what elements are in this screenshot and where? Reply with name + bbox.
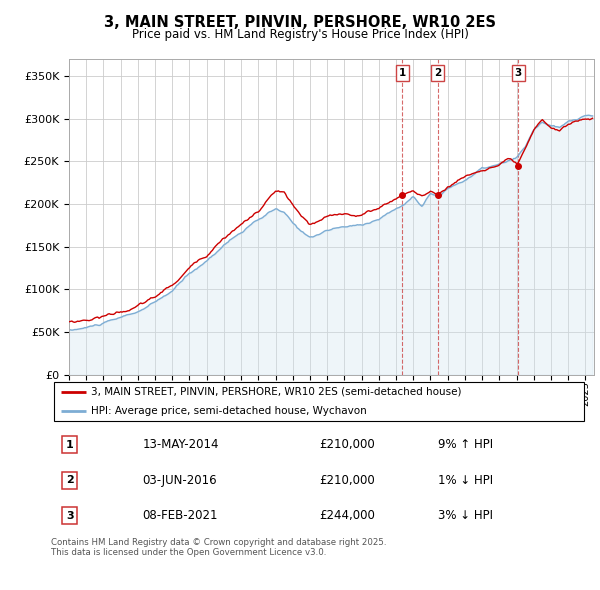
Text: £210,000: £210,000 xyxy=(320,474,375,487)
Text: 9% ↑ HPI: 9% ↑ HPI xyxy=(437,438,493,451)
Text: 2: 2 xyxy=(434,68,442,78)
Text: 3: 3 xyxy=(66,511,74,521)
Text: 13-MAY-2014: 13-MAY-2014 xyxy=(142,438,219,451)
Text: HPI: Average price, semi-detached house, Wychavon: HPI: Average price, semi-detached house,… xyxy=(91,407,367,417)
Text: 03-JUN-2016: 03-JUN-2016 xyxy=(142,474,217,487)
Text: 1: 1 xyxy=(399,68,406,78)
Text: 08-FEB-2021: 08-FEB-2021 xyxy=(142,509,218,522)
Text: 1% ↓ HPI: 1% ↓ HPI xyxy=(437,474,493,487)
Text: 3% ↓ HPI: 3% ↓ HPI xyxy=(437,509,493,522)
Text: 3, MAIN STREET, PINVIN, PERSHORE, WR10 2ES (semi-detached house): 3, MAIN STREET, PINVIN, PERSHORE, WR10 2… xyxy=(91,386,462,396)
Text: Price paid vs. HM Land Registry's House Price Index (HPI): Price paid vs. HM Land Registry's House … xyxy=(131,28,469,41)
FancyBboxPatch shape xyxy=(53,382,584,421)
Text: Contains HM Land Registry data © Crown copyright and database right 2025.
This d: Contains HM Land Registry data © Crown c… xyxy=(51,538,386,558)
Text: 3, MAIN STREET, PINVIN, PERSHORE, WR10 2ES: 3, MAIN STREET, PINVIN, PERSHORE, WR10 2… xyxy=(104,15,496,30)
Text: £210,000: £210,000 xyxy=(320,438,375,451)
Text: 1: 1 xyxy=(66,440,74,450)
Text: £244,000: £244,000 xyxy=(320,509,376,522)
Text: 2: 2 xyxy=(66,476,74,485)
Text: 3: 3 xyxy=(515,68,522,78)
